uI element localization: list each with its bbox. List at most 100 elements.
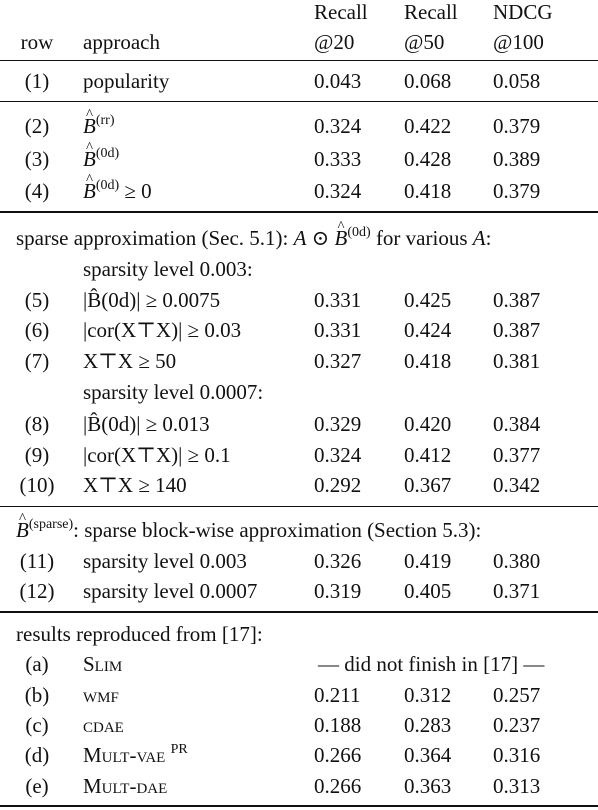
row-number: (7) xyxy=(24,349,50,373)
approach-label: |cor(X⊤X)| ≥ 0.1 xyxy=(83,443,231,467)
b-hat-symbol: B xyxy=(83,108,96,137)
recall50-value: 0.428 xyxy=(404,147,452,171)
recall50-value: 0.418 xyxy=(404,349,452,373)
row-number: (9) xyxy=(24,443,50,467)
row-number: (10) xyxy=(19,473,55,497)
b-hat-symbol: B xyxy=(335,220,348,249)
header-approach: approach xyxy=(83,30,160,54)
matrix-a: A xyxy=(293,226,307,250)
header-rule xyxy=(0,60,598,61)
recall50-value: 0.418 xyxy=(404,179,452,203)
sparsity-level-heading: sparsity level 0.003: xyxy=(83,257,253,281)
recall50-value: 0.283 xyxy=(404,713,452,737)
superscript: (0d) xyxy=(347,225,371,240)
ndcg100-value: 0.380 xyxy=(493,549,541,573)
approach-label: sparsity level 0.003 xyxy=(83,549,247,573)
superscript: (rr) xyxy=(95,113,115,128)
approach-label: sparsity level 0.0007 xyxy=(83,579,258,603)
section-title-reproduced: results reproduced from [17]: xyxy=(16,622,263,646)
recall50-value: 0.425 xyxy=(404,288,452,312)
header-row: row xyxy=(20,30,54,54)
ndcg100-value: 0.389 xyxy=(493,147,541,171)
section-tail: for various xyxy=(370,226,473,250)
superscript: (0d) xyxy=(95,146,120,161)
b-hat-symbol: B xyxy=(83,173,96,202)
recall50-value: 0.412 xyxy=(404,443,452,467)
section-rule xyxy=(0,611,598,613)
ndcg100-value: 0.257 xyxy=(493,683,541,707)
row-number: (6) xyxy=(24,318,50,342)
ndcg100-value: 0.377 xyxy=(493,443,541,467)
recall20-value: 0.324 xyxy=(314,114,362,138)
approach-label: X⊤X ≥ 140 xyxy=(83,473,187,497)
row-number: (8) xyxy=(24,412,50,436)
did-not-finish-note: — did not finish in [17] — xyxy=(318,652,545,676)
suffix: ≥ 0 xyxy=(119,179,152,203)
ndcg100-value: 0.387 xyxy=(493,318,541,342)
approach-label: B(0d) xyxy=(83,141,120,170)
sparsity-level-heading: sparsity level 0.0007: xyxy=(83,380,264,404)
matrix-a: A xyxy=(472,226,486,250)
recall50-value: 0.405 xyxy=(404,579,452,603)
header-recall20-top: Recall xyxy=(314,0,368,24)
row-number: (2) xyxy=(24,114,50,138)
ndcg100-value: 0.387 xyxy=(493,288,541,312)
section-rest: : sparse block-wise approximation (Secti… xyxy=(73,518,482,542)
recall50-value: 0.422 xyxy=(404,114,452,138)
row-number: (a) xyxy=(25,652,49,676)
recall20-value: 0.319 xyxy=(314,579,362,603)
row-number: (4) xyxy=(24,179,50,203)
header-recall20-bot: @20 xyxy=(314,30,355,54)
row-number: (5) xyxy=(24,288,50,312)
recall20-value: 0.211 xyxy=(314,683,361,707)
section-title-sparse: sparse approximation (Sec. 5.1): A ⊙ B(0… xyxy=(16,220,492,250)
recall20-value: 0.324 xyxy=(314,443,362,467)
approach-label: |B̂(0d)| ≥ 0.0075 xyxy=(83,288,221,312)
recall50-value: 0.364 xyxy=(404,743,452,767)
row-number: (11) xyxy=(19,549,55,573)
bottom-rule xyxy=(0,805,598,807)
recall50-value: 0.419 xyxy=(404,549,452,573)
superscript: PR xyxy=(170,742,188,757)
header-ndcg-bot: @100 xyxy=(493,30,544,54)
header-recall50-top: Recall xyxy=(404,0,458,24)
ndcg100-value: 0.379 xyxy=(493,114,541,138)
section-rule xyxy=(0,506,598,507)
recall20-value: 0.043 xyxy=(314,69,362,93)
approach-label: cdae xyxy=(83,713,124,737)
recall20-value: 0.331 xyxy=(314,318,362,342)
group-rule xyxy=(0,101,598,102)
superscript: (sparse) xyxy=(28,517,74,532)
approach-label: Mult-dae xyxy=(83,774,168,798)
approach-label: popularity xyxy=(83,69,170,93)
recall20-value: 0.266 xyxy=(314,743,362,767)
recall20-value: 0.327 xyxy=(314,349,362,373)
row-number: (e) xyxy=(25,774,49,798)
superscript: (0d) xyxy=(95,178,120,193)
section-colon: : xyxy=(485,226,492,250)
ndcg100-value: 0.379 xyxy=(493,179,541,203)
header-recall50-bot: @50 xyxy=(404,30,445,54)
recall20-value: 0.331 xyxy=(314,288,362,312)
approach-label: |cor(X⊤X)| ≥ 0.03 xyxy=(83,318,242,342)
ndcg100-value: 0.058 xyxy=(493,69,541,93)
recall50-value: 0.424 xyxy=(404,318,452,342)
recall20-value: 0.326 xyxy=(314,549,362,573)
approach-label: B(rr) xyxy=(83,108,115,137)
recall20-value: 0.292 xyxy=(314,473,362,497)
approach-label: Slim xyxy=(83,652,123,676)
operator: ⊙ xyxy=(306,226,335,250)
ndcg100-value: 0.313 xyxy=(493,774,541,798)
recall20-value: 0.329 xyxy=(314,412,362,436)
section-rule xyxy=(0,211,598,213)
row-number: (d) xyxy=(24,743,50,767)
row-number: (1) xyxy=(24,69,50,93)
ndcg100-value: 0.381 xyxy=(493,349,541,373)
recall20-value: 0.333 xyxy=(314,147,362,171)
approach-label: B(0d) ≥ 0 xyxy=(83,173,152,203)
section-lead: sparse approximation (Sec. 5.1): xyxy=(16,226,294,250)
recall20-value: 0.324 xyxy=(314,179,362,203)
b-hat-symbol: B xyxy=(16,512,29,541)
b-hat-symbol: B xyxy=(83,141,96,170)
approach-label: |B̂(0d)| ≥ 0.013 xyxy=(83,412,210,436)
